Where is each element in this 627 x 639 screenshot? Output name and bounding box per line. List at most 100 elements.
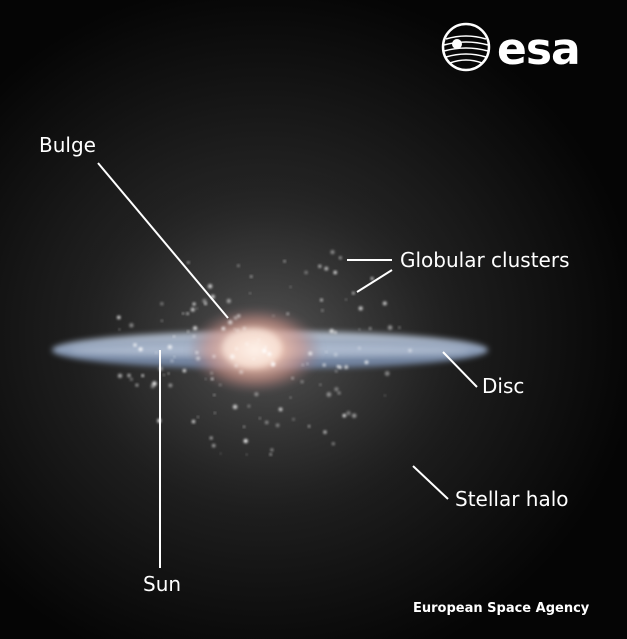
star-point [289, 396, 292, 399]
star-point [291, 376, 294, 380]
star-point [382, 301, 387, 306]
star-point [160, 319, 163, 322]
star-point [256, 342, 259, 344]
star-point [160, 302, 164, 306]
star-point [230, 354, 235, 359]
star-point [210, 377, 214, 381]
star-point [352, 291, 355, 295]
star-point [387, 325, 393, 330]
star-point [344, 365, 349, 369]
star-point [247, 404, 251, 408]
star-point [364, 360, 369, 365]
star-point [289, 285, 292, 288]
star-point [133, 343, 137, 347]
star-point [301, 363, 304, 366]
star-point [135, 383, 139, 387]
disc-leader-line [442, 351, 478, 388]
star-point [207, 284, 213, 289]
star-point [252, 358, 255, 360]
star-point [326, 392, 332, 397]
star-point [155, 351, 158, 354]
star-point [243, 438, 248, 444]
star-point [236, 328, 239, 332]
star-point [318, 264, 322, 268]
star-point [334, 387, 339, 392]
star-point [351, 413, 357, 418]
star-point [232, 404, 238, 410]
star-point [286, 312, 290, 316]
star-point [271, 360, 274, 363]
star-point [237, 264, 240, 267]
star-point [321, 309, 324, 312]
star-point [358, 328, 361, 331]
star-point [408, 348, 412, 353]
star-point [333, 330, 337, 334]
star-point [331, 442, 335, 446]
star-point [254, 392, 259, 397]
star-point [335, 370, 338, 373]
star-point [398, 326, 401, 329]
star-point [325, 351, 328, 353]
star-point [116, 315, 121, 320]
star-point [239, 370, 244, 374]
globular-clusters-label: Globular clusters [400, 248, 570, 272]
star-point [330, 250, 335, 255]
star-point [192, 334, 196, 338]
star-point [304, 270, 308, 275]
star-point [167, 372, 170, 375]
esa-logo-emblem [441, 22, 491, 72]
credit-text: European Space Agency [413, 601, 590, 616]
globular-clusters-leader-line-diagonal [356, 269, 393, 293]
star-point [219, 452, 222, 455]
star-point [333, 270, 337, 275]
star-point [258, 417, 261, 420]
star-point [338, 256, 342, 260]
stellar-halo-leader-line [412, 465, 449, 500]
star-point [173, 335, 176, 338]
star-point [209, 436, 213, 440]
star-point [233, 316, 238, 320]
star-point [195, 307, 198, 310]
star-point [242, 326, 246, 330]
star-point [329, 328, 334, 334]
star-point [138, 347, 143, 352]
star-point [270, 448, 274, 452]
leader-lines [97, 162, 478, 568]
star-point [196, 356, 201, 361]
star-point [270, 362, 276, 367]
star-point [210, 371, 214, 375]
sun-label: Sun [143, 572, 182, 596]
star-point [342, 413, 347, 418]
star-point [278, 407, 283, 412]
star-point [306, 362, 309, 365]
star-point [182, 312, 185, 315]
star-point [234, 364, 238, 368]
star-point [182, 369, 187, 373]
star-point [193, 326, 198, 331]
star-point [357, 346, 361, 350]
star-point [257, 338, 260, 341]
star-point [324, 266, 329, 271]
star-point [300, 380, 304, 384]
star-point [370, 277, 374, 280]
star-point [204, 378, 207, 380]
star-point [192, 302, 196, 306]
star-point [187, 261, 190, 264]
star-point [170, 359, 174, 363]
star-point [150, 384, 155, 389]
star-point [245, 342, 249, 346]
star-point [264, 420, 269, 425]
star-point [250, 275, 253, 278]
star-point [167, 344, 173, 350]
star-point [127, 373, 131, 378]
star-point [345, 298, 348, 301]
star-point [233, 328, 236, 331]
star-point [187, 330, 190, 333]
star-point [263, 345, 267, 349]
star-point [117, 373, 123, 379]
star-point [267, 352, 272, 356]
star-point [384, 371, 390, 376]
star-point [195, 351, 199, 355]
star-point [221, 326, 226, 331]
